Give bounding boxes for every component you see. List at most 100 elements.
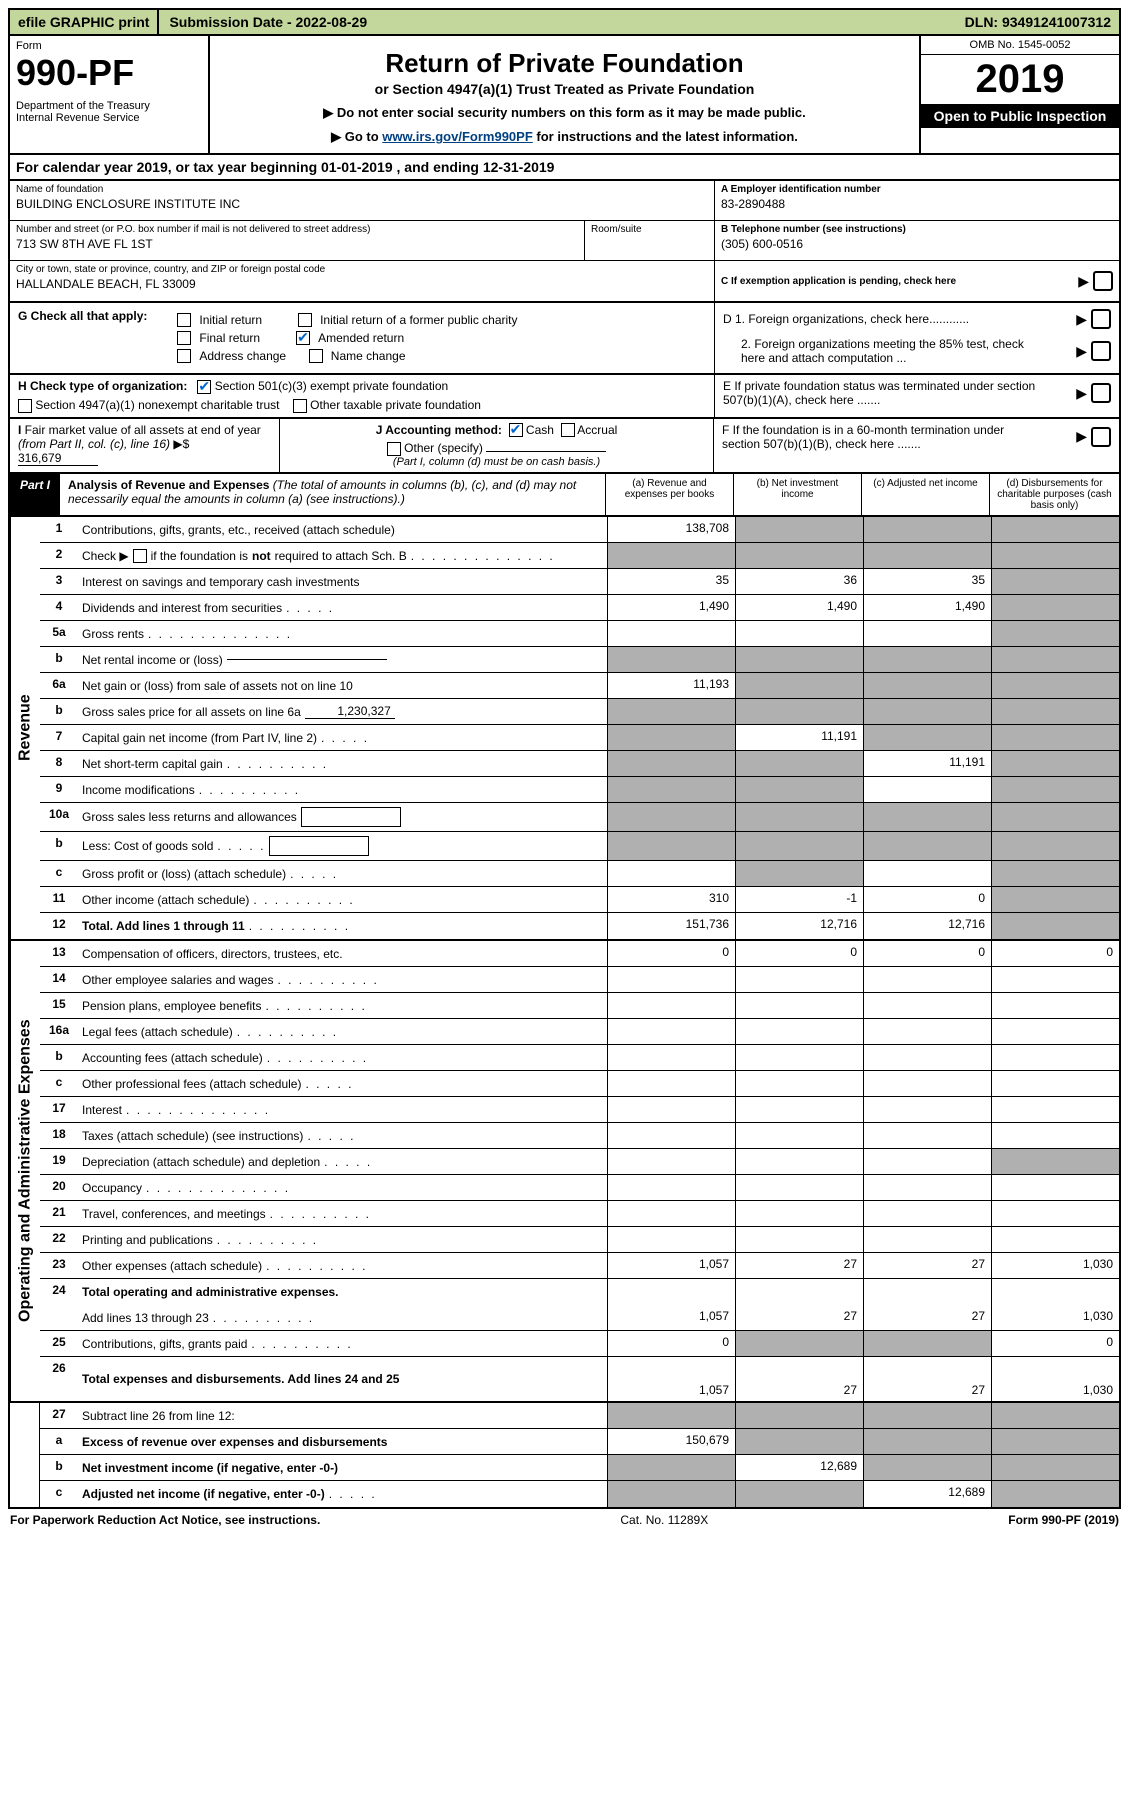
initial-former-checkbox[interactable] bbox=[298, 313, 312, 327]
name-change-checkbox[interactable] bbox=[309, 349, 323, 363]
line-21: 21 Travel, conferences, and meetings bbox=[40, 1201, 1119, 1227]
line-10c: c Gross profit or (loss) (attach schedul… bbox=[40, 861, 1119, 887]
schb-checkbox[interactable] bbox=[133, 549, 147, 563]
address-change-checkbox[interactable] bbox=[177, 349, 191, 363]
line-27c: c Adjusted net income (if negative, ente… bbox=[40, 1481, 1119, 1507]
address-value: 713 SW 8TH AVE FL 1ST bbox=[16, 237, 584, 251]
header-left: Form 990-PF Department of the TreasuryIn… bbox=[10, 36, 210, 153]
j-cash-label: Cash bbox=[526, 423, 554, 437]
pending-row: C If exemption application is pending, c… bbox=[715, 261, 1119, 301]
f-checkbox[interactable] bbox=[1091, 427, 1111, 447]
line-27b: b Net investment income (if negative, en… bbox=[40, 1455, 1119, 1481]
line-3: 3 Interest on savings and temporary cash… bbox=[40, 569, 1119, 595]
j-other-checkbox[interactable] bbox=[387, 442, 401, 456]
form-label: Form bbox=[16, 40, 202, 52]
line-27: 27 Subtract line 26 from line 12: bbox=[40, 1403, 1119, 1429]
name-label: Name of foundation bbox=[16, 184, 708, 195]
phone-row: B Telephone number (see instructions) (3… bbox=[715, 221, 1119, 261]
section-i: I Fair market value of all assets at end… bbox=[10, 419, 280, 473]
h-4947-checkbox[interactable] bbox=[18, 399, 32, 413]
arrow-icon: ▶ bbox=[1076, 428, 1087, 445]
form-subtitle2b: ▶ Go to www.irs.gov/Form990PF for instru… bbox=[220, 129, 909, 145]
h-501c3-checkbox[interactable] bbox=[197, 380, 211, 394]
g-opt-2: Final return bbox=[199, 331, 260, 345]
j-accrual-label: Accrual bbox=[577, 423, 617, 437]
amended-return-checkbox[interactable] bbox=[296, 331, 310, 345]
footer-left: For Paperwork Reduction Act Notice, see … bbox=[10, 1513, 320, 1527]
j-other-input[interactable] bbox=[486, 451, 606, 452]
j-other-label: Other (specify) bbox=[404, 441, 483, 455]
tax-year: 2019 bbox=[921, 55, 1119, 104]
expenses-section: Operating and Administrative Expenses 13… bbox=[8, 941, 1121, 1403]
address-label: Number and street (or P.O. box number if… bbox=[16, 224, 584, 235]
goto-suffix: for instructions and the latest informat… bbox=[536, 129, 797, 144]
phone-value: (305) 600-0516 bbox=[721, 237, 1113, 251]
line-27-section: 27 Subtract line 26 from line 12: a Exce… bbox=[8, 1403, 1121, 1509]
h-other-label: Other taxable private foundation bbox=[310, 398, 481, 412]
line-24-sub: Add lines 13 through 23 1,057 27 27 1,03… bbox=[40, 1305, 1119, 1331]
col-a-head: (a) Revenue and expenses per books bbox=[605, 474, 733, 515]
calendar-year-line: For calendar year 2019, or tax year begi… bbox=[8, 155, 1121, 181]
d1-checkbox[interactable] bbox=[1091, 309, 1111, 329]
phone-label: B Telephone number (see instructions) bbox=[721, 224, 1113, 235]
form990pf-link[interactable]: www.irs.gov/Form990PF bbox=[382, 129, 533, 144]
final-return-checkbox[interactable] bbox=[177, 331, 191, 345]
line-2: 2 Check ▶ if the foundation is not requi… bbox=[40, 543, 1119, 569]
line-1-a: 138,708 bbox=[607, 517, 735, 542]
d2-checkbox[interactable] bbox=[1091, 341, 1111, 361]
e-checkbox[interactable] bbox=[1091, 383, 1111, 403]
expenses-side-label: Operating and Administrative Expenses bbox=[10, 941, 40, 1401]
goto-prefix: ▶ Go to bbox=[331, 129, 382, 144]
line-14: 14 Other employee salaries and wages bbox=[40, 967, 1119, 993]
arrow-icon: ▶ bbox=[1078, 273, 1089, 290]
line-22: 22 Printing and publications bbox=[40, 1227, 1119, 1253]
line-27a: a Excess of revenue over expenses and di… bbox=[40, 1429, 1119, 1455]
line-24: 24 Total operating and administrative ex… bbox=[40, 1279, 1119, 1305]
revenue-section: Revenue 1 Contributions, gifts, grants, … bbox=[8, 517, 1121, 941]
pending-label: C If exemption application is pending, c… bbox=[721, 276, 956, 287]
line-16b: b Accounting fees (attach schedule) bbox=[40, 1045, 1119, 1071]
col-d-head: (d) Disbursements for charitable purpose… bbox=[989, 474, 1119, 515]
open-public-label: Open to Public Inspection bbox=[921, 104, 1119, 128]
line-8: 8 Net short-term capital gain 11,191 bbox=[40, 751, 1119, 777]
ein-row: A Employer identification number 83-2890… bbox=[715, 181, 1119, 221]
line-20: 20 Occupancy bbox=[40, 1175, 1119, 1201]
pending-checkbox[interactable] bbox=[1093, 271, 1113, 291]
part1-header: Part I Analysis of Revenue and Expenses … bbox=[8, 474, 1121, 517]
e-label: E If private foundation status was termi… bbox=[723, 379, 1043, 407]
arrow-icon: ▶ bbox=[1076, 311, 1087, 328]
line-10a: 10a Gross sales less returns and allowan… bbox=[40, 803, 1119, 832]
g-label: G Check all that apply: bbox=[18, 309, 147, 323]
line-16c: c Other professional fees (attach schedu… bbox=[40, 1071, 1119, 1097]
j-accrual-checkbox[interactable] bbox=[561, 423, 575, 437]
dln-label: DLN: 93491241007312 bbox=[957, 14, 1119, 30]
h-other-checkbox[interactable] bbox=[293, 399, 307, 413]
h-501c3-label: Section 501(c)(3) exempt private foundat… bbox=[215, 379, 448, 393]
form-subtitle2a: ▶ Do not enter social security numbers o… bbox=[220, 105, 909, 121]
arrow-icon: ▶ bbox=[1076, 385, 1087, 402]
i-value: 316,679 bbox=[18, 451, 98, 466]
section-ij-f: I Fair market value of all assets at end… bbox=[8, 419, 1121, 475]
top-bar: efile GRAPHIC print Submission Date - 20… bbox=[8, 8, 1121, 36]
city-row: City or town, state or province, country… bbox=[10, 261, 714, 301]
line-5b: b Net rental income or (loss) bbox=[40, 647, 1119, 673]
section-f: F If the foundation is in a 60-month ter… bbox=[714, 419, 1119, 473]
line-26: 26 Total expenses and disbursements. Add… bbox=[40, 1357, 1119, 1401]
j-cash-checkbox[interactable] bbox=[509, 423, 523, 437]
line-1: 1 Contributions, gifts, grants, etc., re… bbox=[40, 517, 1119, 543]
g-opt-3: Amended return bbox=[318, 331, 404, 345]
ein-label: A Employer identification number bbox=[721, 184, 1113, 195]
efile-label[interactable]: efile GRAPHIC print bbox=[10, 14, 157, 30]
h-label: H Check type of organization: bbox=[18, 379, 187, 393]
section-e: E If private foundation status was termi… bbox=[714, 375, 1119, 417]
footer-right: Form 990-PF (2019) bbox=[1008, 1513, 1119, 1527]
d1-label: D 1. Foreign organizations, check here..… bbox=[723, 312, 969, 326]
initial-return-checkbox[interactable] bbox=[177, 313, 191, 327]
form-title: Return of Private Foundation bbox=[220, 48, 909, 79]
section-g-d: G Check all that apply: Initial return I… bbox=[8, 303, 1121, 375]
g-opt-4: Address change bbox=[199, 349, 286, 363]
filer-info: Name of foundation BUILDING ENCLOSURE IN… bbox=[8, 181, 1121, 303]
section-h-e: H Check type of organization: Section 50… bbox=[8, 375, 1121, 419]
ein-value: 83-2890488 bbox=[721, 197, 1113, 211]
line-9: 9 Income modifications bbox=[40, 777, 1119, 803]
